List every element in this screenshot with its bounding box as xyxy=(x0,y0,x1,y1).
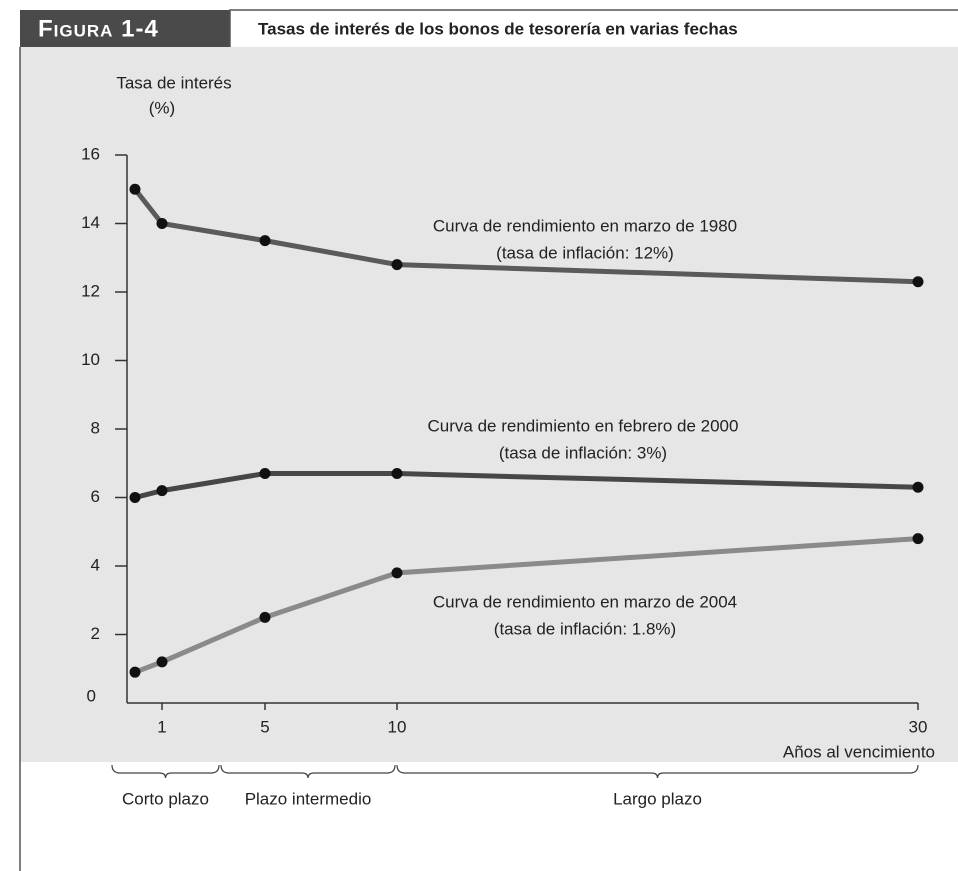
series-label: Curva de rendimiento en marzo de 1980 xyxy=(433,216,737,235)
y-tick-label: 6 xyxy=(91,487,100,506)
y-tick-label: 8 xyxy=(91,418,100,437)
data-point xyxy=(912,533,924,545)
data-point xyxy=(912,481,924,493)
series-label: Curva de rendimiento en marzo de 2004 xyxy=(433,592,737,611)
data-point xyxy=(156,218,168,229)
data-point xyxy=(912,276,924,288)
data-point xyxy=(129,183,141,195)
series-label: Curva de rendimiento en febrero de 2000 xyxy=(428,416,739,435)
group-label: Largo plazo xyxy=(613,789,702,808)
data-point xyxy=(259,235,271,247)
title-frame xyxy=(229,9,958,47)
plot-background xyxy=(20,47,958,762)
data-point xyxy=(259,611,271,623)
y-tick-label: 12 xyxy=(81,281,100,300)
y-tick-label: 10 xyxy=(81,350,100,369)
x-tick-label: 30 xyxy=(909,717,928,736)
x-tick-label: 5 xyxy=(260,717,269,736)
brace xyxy=(220,764,396,779)
y-axis-label: Tasa de interés xyxy=(116,73,231,92)
y-axis-label: (%) xyxy=(149,98,175,117)
y-tick-label: 14 xyxy=(81,213,100,232)
group-label: Plazo intermedio xyxy=(245,789,372,808)
brace xyxy=(396,764,919,779)
data-point xyxy=(129,666,141,678)
figure-label: Figura 1-4 xyxy=(38,15,159,42)
data-point xyxy=(391,567,403,579)
data-point xyxy=(156,656,168,668)
x-tick-label: 10 xyxy=(388,717,407,736)
figure-box xyxy=(20,10,230,47)
x-axis-label: Años al vencimiento xyxy=(783,742,935,761)
data-point xyxy=(129,492,141,503)
series-note: (tasa de inflación: 12%) xyxy=(496,243,674,262)
x-tick-label: 1 xyxy=(157,717,166,736)
y-tick-label: 2 xyxy=(91,624,100,643)
data-point xyxy=(156,485,168,497)
brace xyxy=(111,764,220,779)
chart-title: Tasas de interés de los bonos de tesorer… xyxy=(258,19,738,38)
data-point xyxy=(391,468,403,480)
y-tick-label: 4 xyxy=(91,555,100,574)
series-note: (tasa de inflación: 3%) xyxy=(499,443,667,462)
data-point xyxy=(259,468,271,480)
group-label: Corto plazo xyxy=(122,789,209,808)
y-tick-label: 0 xyxy=(87,686,96,705)
series-note: (tasa de inflación: 1.8%) xyxy=(494,619,676,638)
y-tick-label: 16 xyxy=(81,144,100,163)
data-point xyxy=(391,259,403,271)
